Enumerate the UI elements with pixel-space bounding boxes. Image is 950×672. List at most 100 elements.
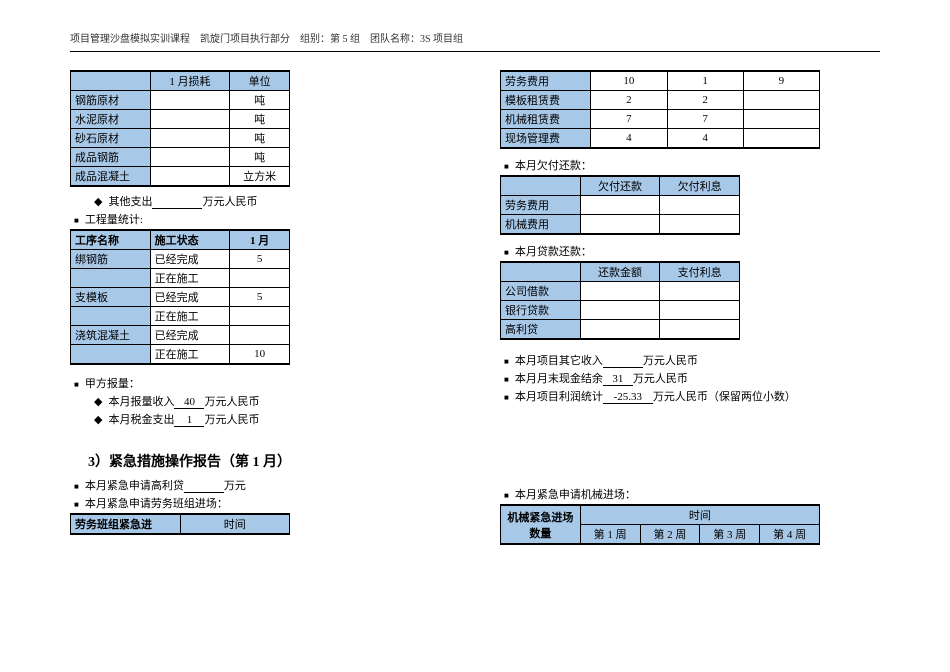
mat-sand: 砂石原材	[71, 129, 151, 148]
labor-label: 本月紧急申请劳务班组进场：	[85, 495, 228, 511]
other-income-tail: 万元人民币	[643, 352, 698, 368]
page-root: 项目管理沙盘模拟实训课程 凯旋门项目执行部分 组别：第 5 组 团队名称：3S …	[0, 0, 950, 672]
cash-value: 31	[603, 373, 633, 386]
other-expense-label: 其他支出	[108, 193, 152, 209]
other-income-label: 本月项目其它收入	[515, 352, 603, 368]
owe-r2: 机械费用	[501, 215, 581, 235]
mech-h2: 时间	[580, 505, 819, 525]
col-unit: 单位	[230, 71, 290, 91]
loan-r3: 高利贷	[501, 320, 581, 340]
fee-r3c3: 7	[667, 110, 743, 129]
fee-r4c2: 4	[591, 129, 667, 149]
cash-tail: 万元人民币	[633, 370, 688, 386]
fee-r2c1: 模板租赁费	[501, 91, 591, 110]
mech-w1: 第 1 周	[580, 525, 640, 545]
val-1: 5	[230, 250, 290, 269]
val-6: 10	[230, 345, 290, 365]
stat-5: 已经完成	[150, 326, 230, 345]
fee-table: 劳务费用1019 模板租赁费22 机械租赁费77 现场管理费44	[500, 70, 820, 149]
owe-h1: 欠付还款	[580, 176, 660, 196]
mat-steel-raw: 钢筋原材	[71, 91, 151, 110]
mat-concrete: 成品混凝土	[71, 167, 151, 187]
jiafang-line: ■甲方报量：	[74, 375, 450, 391]
stat-6: 正在施工	[150, 345, 230, 365]
tax-value: 1	[174, 414, 204, 427]
loan-r1: 公司借款	[501, 282, 581, 301]
mech-w2: 第 2 周	[640, 525, 700, 545]
income-line: ◆ 本月报量收入 40 万元人民币	[74, 393, 450, 409]
loan-line: ■本月贷款还款：	[504, 243, 880, 259]
profit-tail: 万元人民币（保留两位小数）	[653, 388, 796, 404]
fee-r1c4: 9	[743, 71, 819, 91]
proc-3: 支模板	[71, 288, 151, 307]
stat-2: 正在施工	[150, 269, 230, 288]
income-label: 本月报量收入	[108, 393, 174, 409]
right-column: 劳务费用1019 模板租赁费22 机械租赁费77 现场管理费44 ■本月欠付还款…	[500, 70, 880, 545]
proc-5: 浇筑混凝土	[71, 326, 151, 345]
jiafang-label: 甲方报量：	[85, 375, 140, 391]
col-status: 施工状态	[150, 230, 230, 250]
fee-r1c2: 10	[591, 71, 667, 91]
other-expense-tail: 万元人民币	[202, 193, 257, 209]
unit-1: 吨	[230, 91, 290, 110]
owe-table: 欠付还款欠付利息 劳务费用 机械费用	[500, 175, 740, 235]
stat-3: 已经完成	[150, 288, 230, 307]
cash-line: ■本月月末现金结余31万元人民币	[504, 370, 880, 386]
mech-emergency-table: 机械紧急进场数量 时间 第 1 周 第 2 周 第 3 周 第 4 周	[500, 504, 820, 545]
col-loss: 1 月损耗	[150, 71, 230, 91]
income-tail: 万元人民币	[204, 393, 259, 409]
mech-line: ■本月紧急申请机械进场：	[504, 486, 880, 502]
income-value: 40	[174, 396, 204, 409]
other-income-line: ■本月项目其它收入 万元人民币	[504, 352, 880, 368]
loan-label: 本月贷款还款：	[515, 243, 592, 259]
fee-r4c1: 现场管理费	[501, 129, 591, 149]
tax-label: 本月税金支出	[108, 411, 174, 427]
material-loss-table: 1 月损耗 单位 钢筋原材吨 水泥原材吨 砂石原材吨 成品钢筋吨 成品混凝土立方…	[70, 70, 290, 187]
unit-3: 吨	[230, 129, 290, 148]
fee-r2c2: 2	[591, 91, 667, 110]
highloan-line: ■ 本月紧急申请高利贷 万元	[74, 477, 450, 493]
col-month: 1 月	[230, 230, 290, 250]
mech-h1: 机械紧急进场数量	[501, 505, 581, 544]
profit-line: ■本月项目利润统计-25.33万元人民币（保留两位小数）	[504, 388, 880, 404]
owe-h2: 欠付利息	[660, 176, 740, 196]
mat-steel-prod: 成品钢筋	[71, 148, 151, 167]
tax-tail: 万元人民币	[204, 411, 259, 427]
fee-r1c1: 劳务费用	[501, 71, 591, 91]
fee-r1c3: 1	[667, 71, 743, 91]
stat-1: 已经完成	[150, 250, 230, 269]
progress-table: 工序名称 施工状态 1 月 绑钢筋已经完成5 正在施工 支模板已经完成5 正在施…	[70, 229, 290, 365]
loan-h1: 还款金额	[580, 262, 660, 282]
mech-label: 本月紧急申请机械进场：	[515, 486, 636, 502]
unit-4: 吨	[230, 148, 290, 167]
highloan-tail: 万元	[224, 477, 246, 493]
owe-label: 本月欠付还款：	[515, 157, 592, 173]
tax-line: ◆ 本月税金支出 1 万元人民币	[74, 411, 450, 427]
stat-4: 正在施工	[150, 307, 230, 326]
col-proc: 工序名称	[71, 230, 151, 250]
unit-5: 立方米	[230, 167, 290, 187]
loan-table: 还款金额支付利息 公司借款 银行贷款 高利贷	[500, 261, 740, 340]
owe-r1: 劳务费用	[501, 196, 581, 215]
proc-1: 绑钢筋	[71, 250, 151, 269]
fee-r4c3: 4	[667, 129, 743, 149]
loan-r2: 银行贷款	[501, 301, 581, 320]
mech-w4: 第 4 周	[760, 525, 820, 545]
mat-cement: 水泥原材	[71, 110, 151, 129]
loan-h2: 支付利息	[660, 262, 740, 282]
eng-stat-colon: :	[140, 214, 143, 226]
two-column-layout: 1 月损耗 单位 钢筋原材吨 水泥原材吨 砂石原材吨 成品钢筋吨 成品混凝土立方…	[70, 70, 880, 545]
section-3-title: 3）紧急措施操作报告（第 1 月）	[88, 451, 450, 471]
cash-label: 本月月末现金结余	[515, 370, 603, 386]
page-header: 项目管理沙盘模拟实训课程 凯旋门项目执行部分 组别：第 5 组 团队名称：3S …	[70, 30, 880, 45]
other-expense-line: ◆ 其他支出 万元人民币	[74, 193, 450, 209]
fee-r3c2: 7	[591, 110, 667, 129]
profit-value: -25.33	[603, 391, 653, 404]
profit-label: 本月项目利润统计	[515, 388, 603, 404]
val-3: 5	[230, 288, 290, 307]
mech-w3: 第 3 周	[700, 525, 760, 545]
labor-line: ■本月紧急申请劳务班组进场：	[74, 495, 450, 511]
labor-h1: 劳务班组紧急进	[71, 514, 181, 534]
left-column: 1 月损耗 单位 钢筋原材吨 水泥原材吨 砂石原材吨 成品钢筋吨 成品混凝土立方…	[70, 70, 450, 545]
fee-r2c3: 2	[667, 91, 743, 110]
